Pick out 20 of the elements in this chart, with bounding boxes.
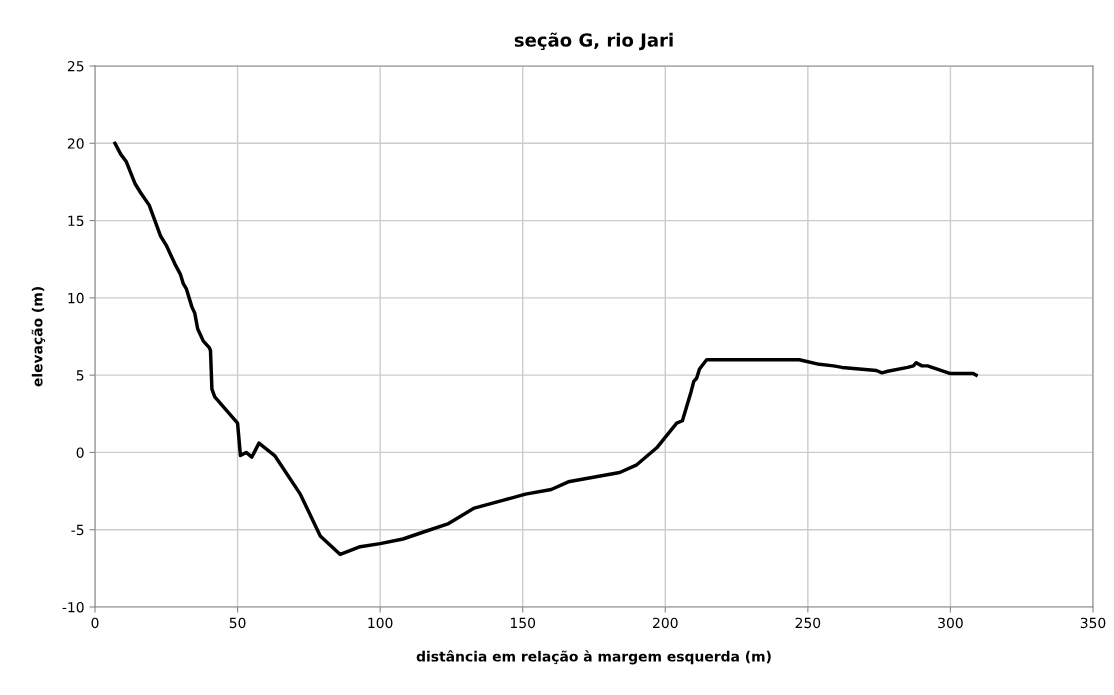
y-axis-title: elevação (m) — [31, 287, 46, 387]
x-axis-title: distância em relação à margem esquerda (m) — [416, 650, 771, 665]
y-tick-label: 0 — [76, 447, 84, 458]
x-tick-label: 150 — [510, 617, 536, 629]
x-tick-label: 100 — [368, 617, 393, 629]
x-tick-label: 50 — [229, 617, 246, 629]
y-tick-label: 20 — [67, 138, 84, 149]
x-tick-label: 250 — [795, 617, 821, 629]
x-tick-label: 300 — [938, 617, 963, 629]
y-tick-label: 5 — [76, 370, 84, 381]
y-tick-label: 25 — [67, 60, 84, 72]
x-tick-label: 200 — [653, 617, 678, 629]
x-tick-label: 0 — [91, 617, 99, 629]
line-series — [113, 141, 978, 557]
y-tick-label: 15 — [68, 215, 84, 227]
y-tick-label: 10 — [68, 292, 84, 304]
y-tick-label: -5 — [71, 524, 84, 536]
chart-title: seção G, rio Jari — [514, 32, 673, 51]
x-tick-label: 350 — [1080, 617, 1106, 629]
y-tick-label: -10 — [62, 601, 84, 613]
